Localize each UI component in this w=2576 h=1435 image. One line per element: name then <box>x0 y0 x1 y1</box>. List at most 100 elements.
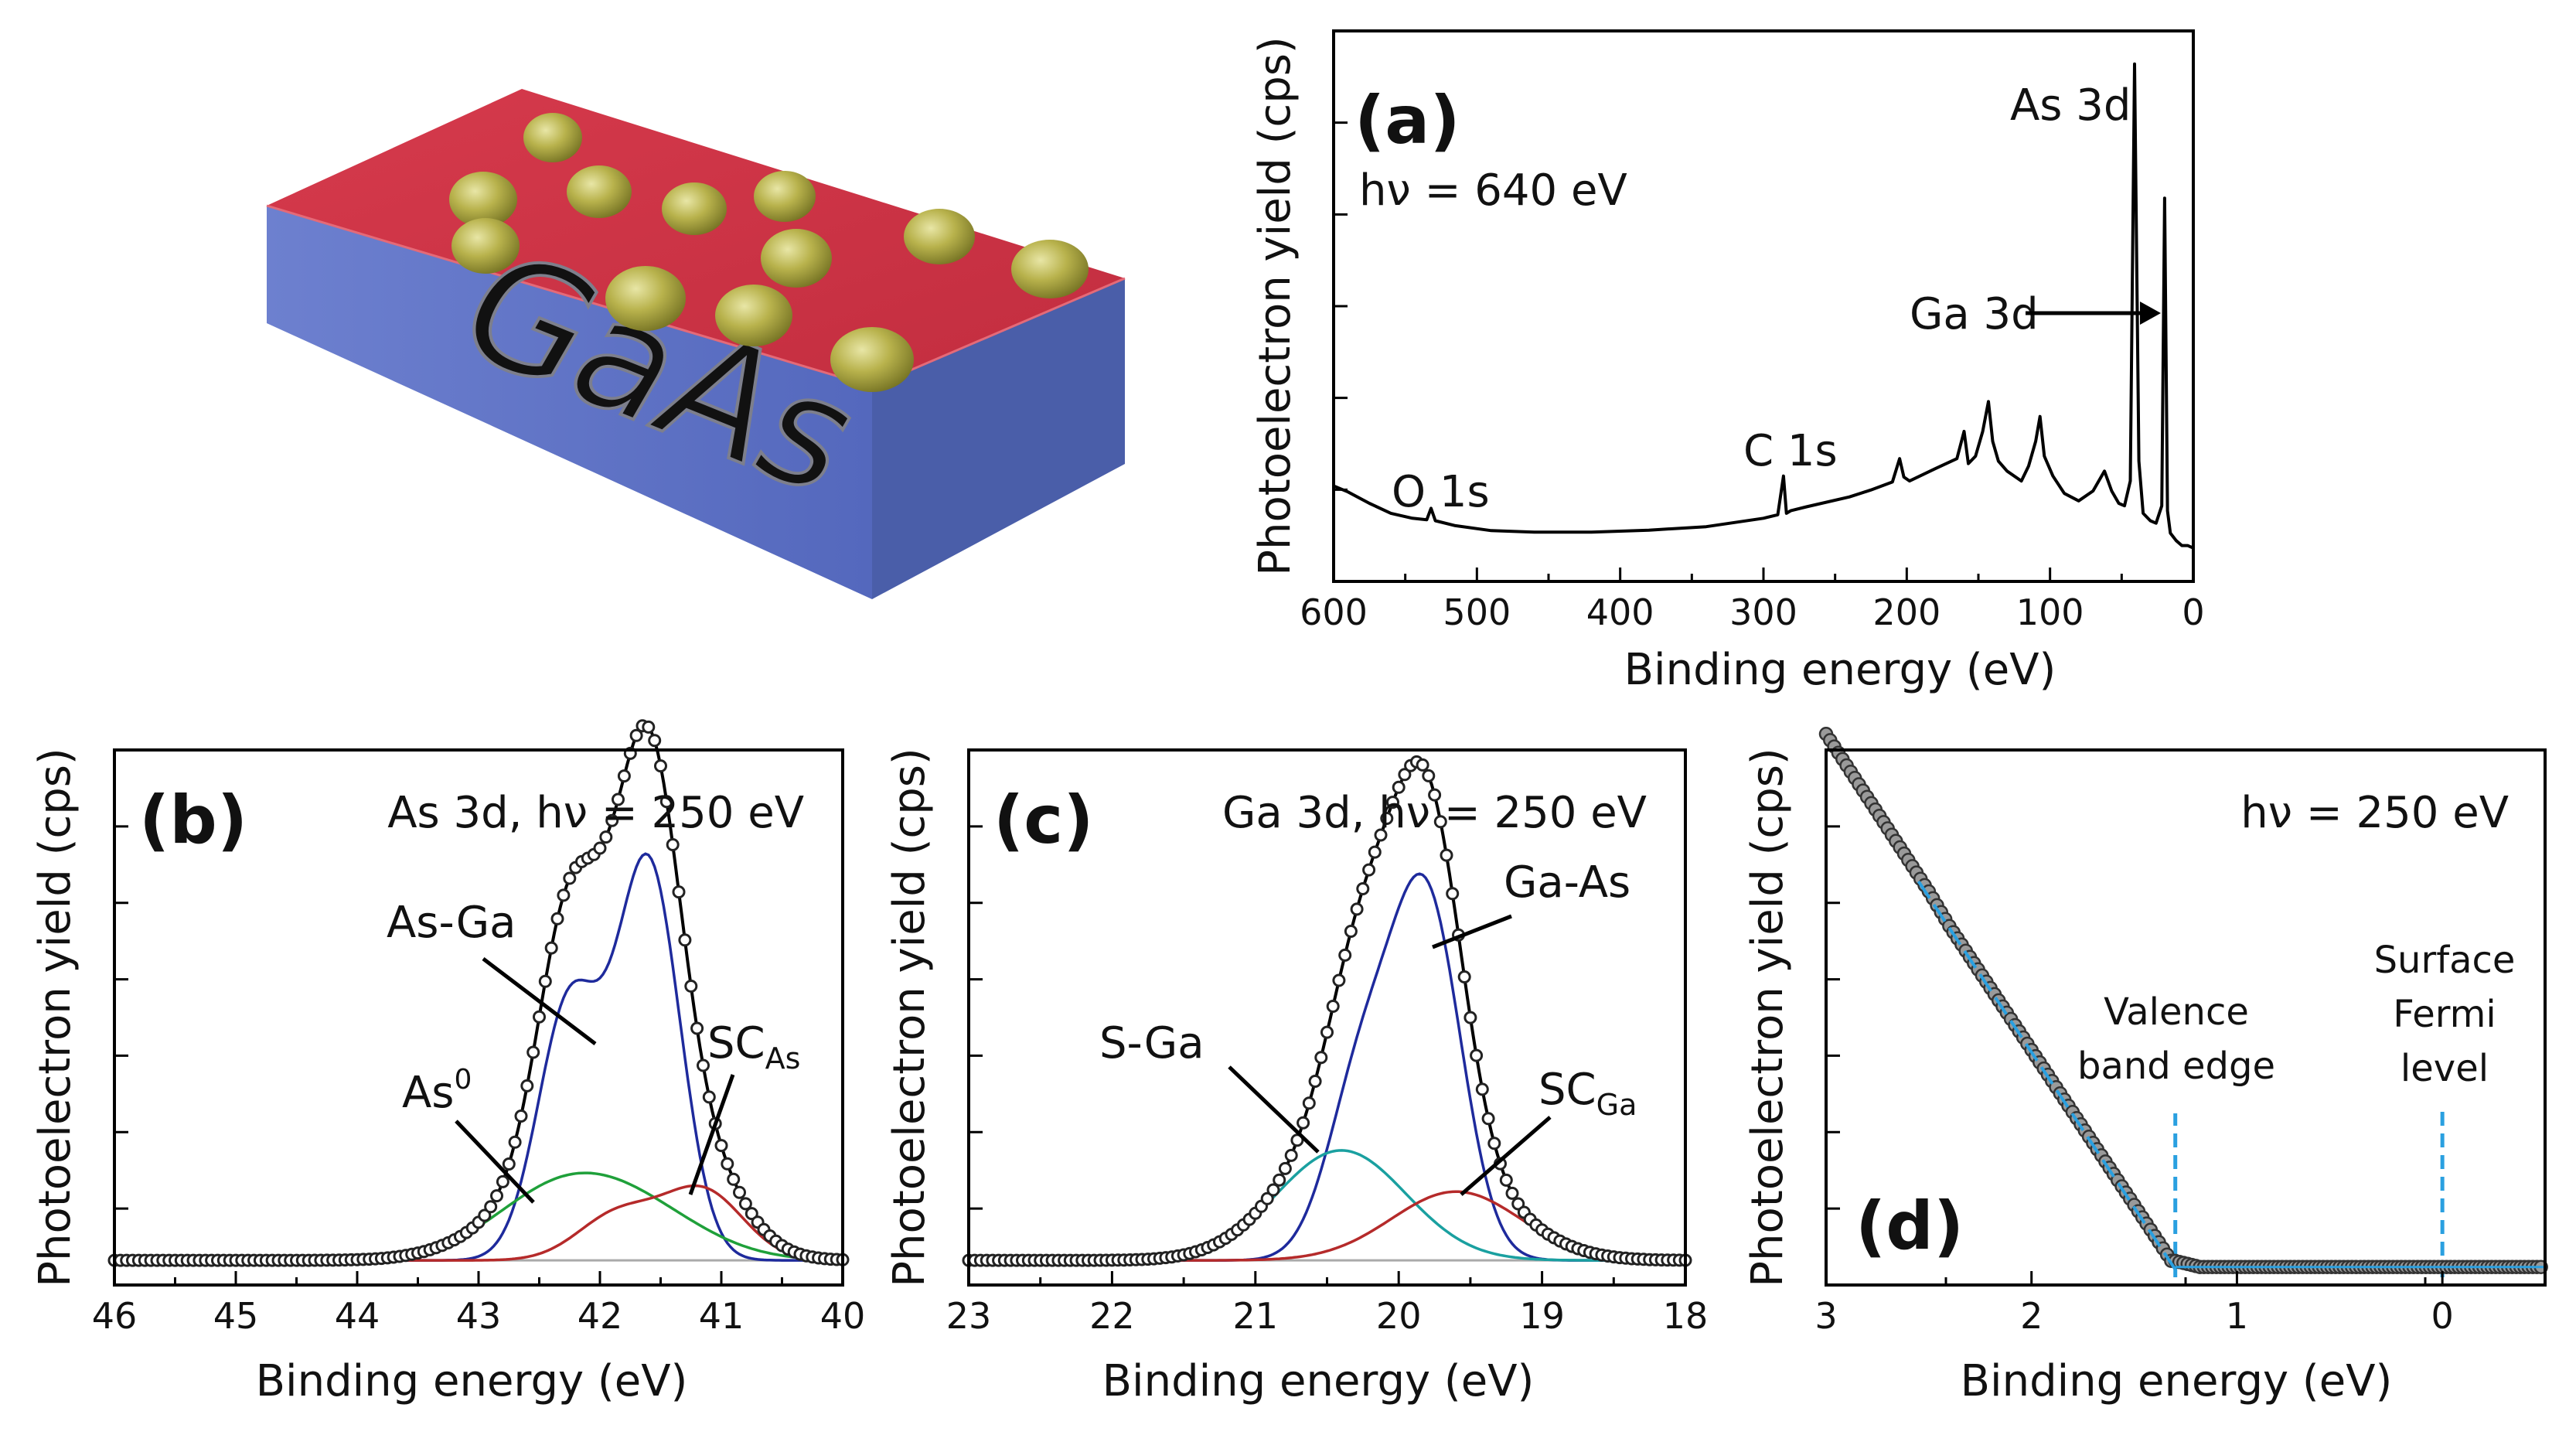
panel-b: 46 45 44 43 42 41 40 (b) As 3d, hν = 250 eV As… <box>30 719 866 1406</box>
panel-b-letter: (b) <box>139 782 247 859</box>
panel-d-fermi-line2: Fermi <box>2393 993 2496 1036</box>
data-point <box>1398 768 1412 782</box>
x-tick-label: 46 <box>92 1295 138 1337</box>
data-point <box>1344 925 1358 938</box>
data-point <box>617 769 631 783</box>
x-tick-label: 0 <box>2431 1295 2454 1337</box>
panel-b-pointer-as0 <box>455 1120 535 1204</box>
panel-c-plot <box>962 755 1692 1267</box>
data-point <box>605 813 619 827</box>
data-point <box>496 1174 509 1188</box>
data-point <box>538 974 552 988</box>
panel-c-pointer-sc <box>1460 1116 1552 1196</box>
blue-face-right <box>872 278 1125 599</box>
data-point <box>1481 1112 1495 1126</box>
data-point <box>1308 1075 1322 1088</box>
data-point <box>1314 1051 1328 1065</box>
data-point <box>1290 1133 1304 1147</box>
x-tick-label: 500 <box>1443 591 1511 633</box>
data-point <box>1338 948 1352 962</box>
panel-a: 600 500 400 300 200 100 0 (a) hν = 640 eV As 3… <box>1250 29 2205 695</box>
data-point <box>745 1207 758 1221</box>
x-tick-label: 19 <box>1519 1295 1565 1337</box>
panel-c-xlabel: Binding energy (eV) <box>1102 1356 1535 1406</box>
data-point <box>733 1185 746 1199</box>
x-tick-label: 22 <box>1089 1295 1135 1337</box>
x-tick-label: 20 <box>1376 1295 1422 1337</box>
data-point <box>1487 1137 1501 1150</box>
data-point <box>544 941 558 955</box>
panel-b-label-as0: As0 <box>402 1064 472 1118</box>
data-point <box>1416 758 1429 772</box>
data-point <box>678 933 692 947</box>
data-point <box>1374 828 1388 842</box>
data-point <box>684 980 698 993</box>
panel-c-label-sga: S-Ga <box>1099 1018 1205 1069</box>
panel-a-letter: (a) <box>1354 82 1460 159</box>
data-point <box>1368 845 1382 859</box>
data-point <box>1433 815 1447 829</box>
data-point <box>1362 863 1376 877</box>
panel-b-label-asga: As-Ga <box>387 898 516 948</box>
data-point <box>526 1045 540 1059</box>
data-point <box>1278 1161 1292 1175</box>
nanodot <box>761 229 832 288</box>
panel-d-ticks: 3 2 1 0 <box>1814 825 2454 1337</box>
panel-c-corner: Ga 3d, hν = 250 eV <box>1222 788 1647 838</box>
x-tick-label: 400 <box>1586 591 1654 633</box>
panel-b-pointer-asga <box>482 957 597 1045</box>
data-point <box>738 1197 752 1211</box>
panel-a-o1s-label: O 1s <box>1392 467 1490 517</box>
panel-b-label-sc: SCAs <box>707 1018 800 1075</box>
panel-c-ticks: 23 22 21 20 19 18 <box>946 825 1708 1337</box>
data-point <box>1350 902 1364 916</box>
panel-a-as3d-label: As 3d <box>2010 80 2131 131</box>
data-point <box>1470 1048 1484 1062</box>
data-point <box>1356 882 1370 895</box>
panel-d-ylabel: Photoelectron yield (cps) <box>1743 748 1793 1287</box>
panel-c-label-sc: SCGa <box>1538 1065 1637 1122</box>
blue-face <box>267 206 872 599</box>
data-point <box>1428 788 1442 802</box>
data-point <box>520 1079 534 1092</box>
nanodots <box>449 113 1089 392</box>
panel-d-corner: hν = 250 eV <box>2240 788 2509 838</box>
panel-a-photon-energy: hν = 640 eV <box>1359 165 1627 216</box>
data-point <box>1511 1197 1525 1211</box>
data-point <box>550 912 564 925</box>
data-point <box>514 1109 528 1123</box>
panel-b-xlabel: Binding energy (eV) <box>256 1356 688 1406</box>
data-point <box>1440 848 1453 862</box>
data-point <box>654 759 667 773</box>
x-tick-label: 42 <box>578 1295 623 1337</box>
panel-a-ylabel: Photoelectron yield (cps) <box>1250 36 1300 576</box>
panel-b-pointer-sc <box>688 1074 735 1195</box>
data-point <box>557 888 571 902</box>
data-point <box>727 1172 741 1186</box>
panel-d-valence-line1: Valence <box>2104 990 2249 1034</box>
x-tick-label: 44 <box>335 1295 380 1337</box>
x-tick-label: 41 <box>699 1295 745 1337</box>
data-point <box>502 1157 516 1171</box>
nanodot <box>451 218 520 274</box>
panel-c-pointer-gaas <box>1432 914 1512 949</box>
x-tick-label: 0 <box>2182 591 2204 633</box>
data-point <box>599 830 613 844</box>
panel-b-ylabel: Photoelectron yield (cps) <box>30 748 80 1287</box>
data-point <box>1266 1183 1280 1197</box>
data-point <box>1380 812 1394 825</box>
x-tick-label: 600 <box>1300 591 1368 633</box>
data-point <box>1320 1025 1334 1039</box>
x-tick-label: 3 <box>1814 1295 1837 1337</box>
nanodot <box>449 172 517 227</box>
data-point <box>612 792 625 806</box>
panel-c-pointer-sga <box>1228 1065 1320 1154</box>
panel-d-valence-line2: band edge <box>2077 1045 2275 1088</box>
linear-fit-line <box>1917 880 2177 1271</box>
x-tick-label: 200 <box>1872 591 1941 633</box>
data-point <box>1332 973 1346 987</box>
data-point <box>714 1139 728 1153</box>
data-point <box>702 1090 716 1104</box>
x-tick-label: 40 <box>820 1295 866 1337</box>
panel-c-label-gaas: Ga-As <box>1504 857 1630 908</box>
